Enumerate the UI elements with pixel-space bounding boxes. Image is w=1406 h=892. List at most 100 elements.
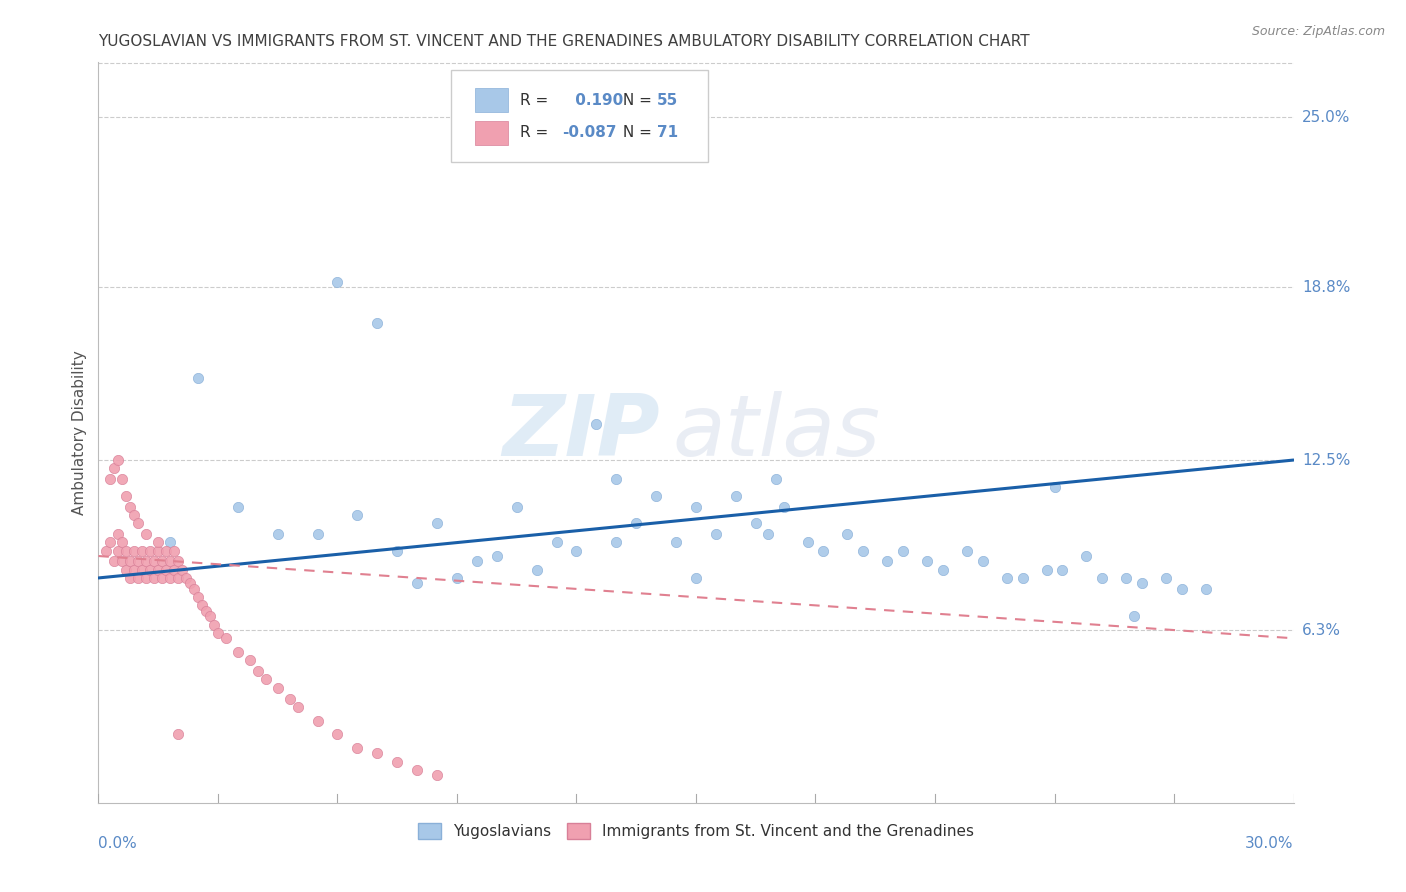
Point (135, 554, 157, 568)
Point (852, 543, 875, 558)
Text: Source: ZipAtlas.com: Source: ZipAtlas.com (1251, 25, 1385, 38)
Point (1052, 563, 1074, 577)
Point (163, 543, 186, 558)
Point (645, 489, 668, 503)
Point (167, 554, 190, 568)
Text: 12.5%: 12.5% (1302, 452, 1350, 467)
Point (172, 563, 194, 577)
Point (426, 516, 449, 530)
Point (406, 763, 429, 777)
Point (159, 571, 181, 585)
Point (135, 571, 157, 585)
Point (98, 472, 122, 486)
Point (155, 563, 177, 577)
Point (167, 571, 190, 585)
Point (995, 571, 1018, 585)
Point (150, 554, 173, 568)
Point (745, 516, 768, 530)
Point (1123, 609, 1146, 624)
Point (346, 508, 368, 522)
Point (124, 543, 146, 558)
Point (307, 714, 329, 728)
Point (1154, 571, 1177, 585)
Point (159, 554, 181, 568)
Point (1130, 576, 1153, 591)
Text: 6.3%: 6.3% (1302, 623, 1341, 638)
Legend: Yugoslavians, Immigrants from St. Vincent and the Grenadines: Yugoslavians, Immigrants from St. Vincen… (411, 815, 981, 847)
Point (465, 554, 488, 568)
Point (103, 461, 125, 475)
Point (207, 625, 229, 640)
Point (174, 571, 197, 585)
Point (385, 543, 409, 558)
Point (724, 489, 747, 503)
Point (148, 543, 170, 558)
Text: N =: N = (619, 125, 657, 140)
Point (1035, 563, 1057, 577)
Point (307, 527, 329, 541)
Point (665, 535, 688, 549)
Y-axis label: Ambulatory Disability: Ambulatory Disability (72, 351, 87, 515)
Point (131, 563, 153, 577)
Point (150, 571, 173, 585)
Point (120, 554, 142, 568)
Point (124, 563, 146, 577)
Point (167, 727, 190, 741)
Point (143, 554, 166, 568)
Point (485, 549, 508, 563)
Point (111, 472, 134, 486)
Point (163, 563, 186, 577)
Point (366, 747, 388, 761)
Point (226, 645, 249, 659)
Point (127, 516, 149, 530)
Point (111, 554, 134, 568)
Point (98, 535, 122, 549)
Point (124, 508, 146, 522)
Point (159, 535, 181, 549)
Point (605, 472, 627, 486)
Point (187, 590, 209, 604)
Point (1011, 571, 1033, 585)
Point (326, 727, 349, 741)
Bar (475, 88, 509, 112)
Point (103, 554, 125, 568)
Text: 0.190: 0.190 (571, 93, 624, 108)
Point (239, 653, 262, 667)
Point (704, 527, 727, 541)
Point (685, 571, 707, 585)
Point (972, 554, 994, 568)
Point (796, 535, 818, 549)
Point (1076, 549, 1098, 563)
Point (526, 563, 548, 577)
Point (626, 516, 648, 530)
Point (107, 543, 129, 558)
Text: atlas: atlas (672, 391, 880, 475)
Point (155, 543, 177, 558)
Point (1091, 571, 1114, 585)
Point (135, 527, 157, 541)
Point (756, 527, 779, 541)
Point (685, 500, 707, 514)
Point (876, 554, 898, 568)
Point (605, 535, 627, 549)
Text: YUGOSLAVIAN VS IMMIGRANTS FROM ST. VINCENT AND THE GRENADINES AMBULATORY DISABIL: YUGOSLAVIAN VS IMMIGRANTS FROM ST. VINCE… (98, 34, 1031, 49)
Point (202, 617, 225, 632)
Point (1171, 582, 1194, 596)
Text: 0.0%: 0.0% (98, 836, 138, 851)
Point (215, 632, 238, 646)
Point (546, 535, 568, 549)
Point (198, 609, 221, 624)
Point (385, 755, 409, 769)
Point (506, 500, 529, 514)
Point (143, 571, 166, 585)
Point (1043, 480, 1066, 494)
Point (254, 673, 277, 687)
Point (115, 563, 138, 577)
Point (246, 664, 269, 678)
Point (107, 453, 129, 467)
Point (565, 543, 588, 558)
Point (772, 500, 794, 514)
Point (346, 741, 368, 756)
Text: 71: 71 (657, 125, 678, 140)
Point (148, 535, 170, 549)
